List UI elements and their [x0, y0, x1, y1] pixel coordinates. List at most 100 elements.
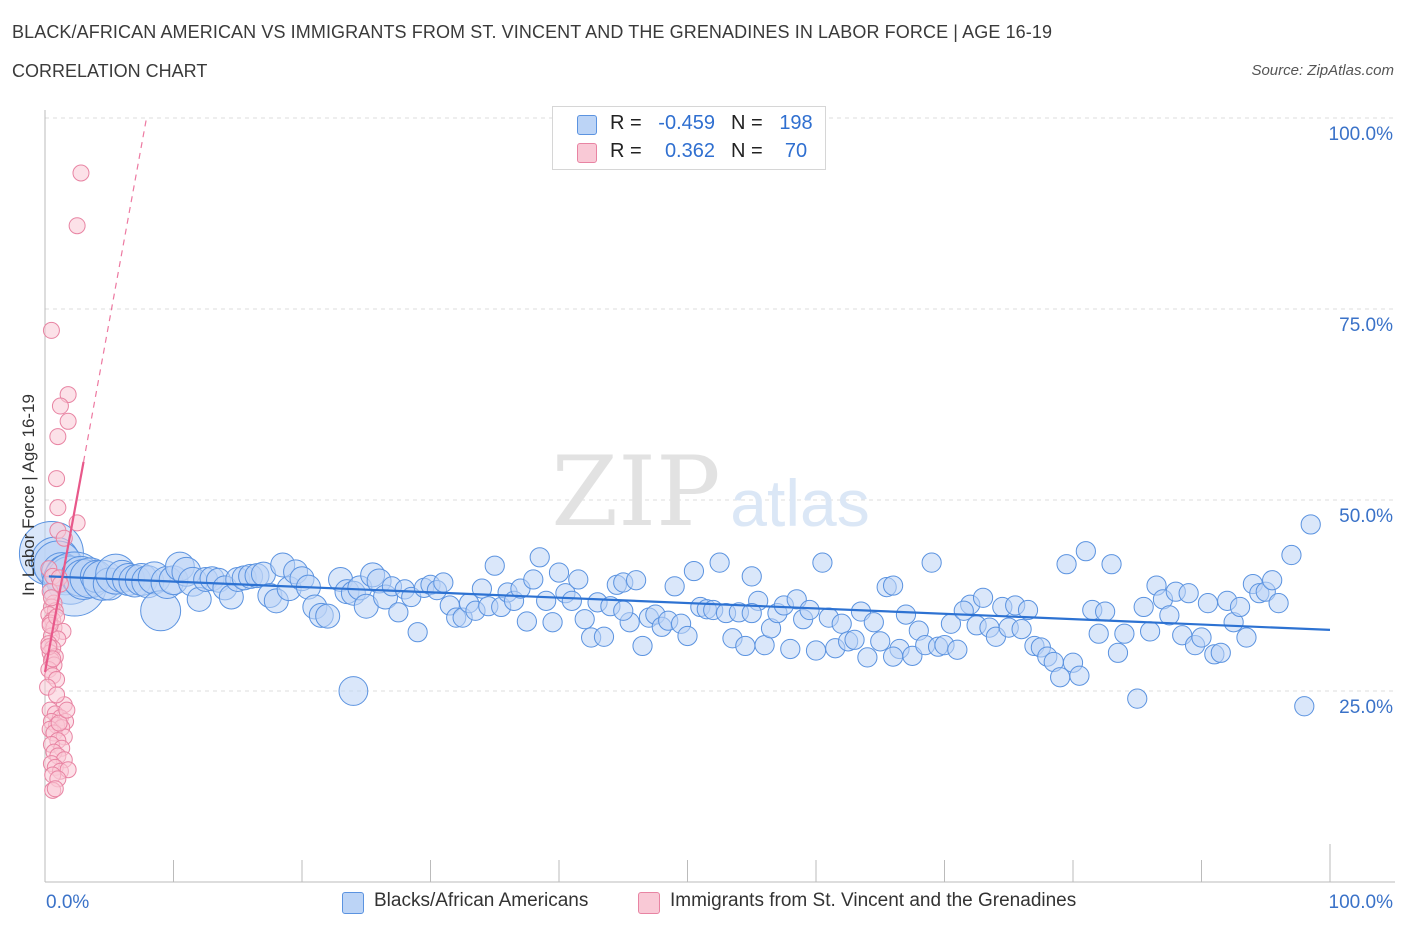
data-point-blue: [561, 590, 582, 611]
source-label: Source: ZipAtlas.com: [1251, 62, 1394, 79]
data-point-blue: [741, 602, 762, 624]
chart-subtitle: CORRELATION CHART: [12, 61, 208, 81]
data-point-blue: [1229, 596, 1251, 618]
data-point-blue: [613, 600, 634, 621]
data-point-blue: [1262, 570, 1283, 591]
data-point-blue: [972, 587, 994, 608]
data-point-blue: [1127, 688, 1148, 709]
data-point-blue: [529, 547, 550, 568]
data-point-blue: [388, 602, 409, 623]
data-point-blue: [1294, 696, 1315, 717]
watermark-atlas: atlas: [730, 466, 869, 540]
trend-line-pink: [43, 461, 85, 673]
data-point-blue: [947, 639, 968, 660]
data-point-blue: [844, 629, 865, 650]
data-point-blue: [1133, 596, 1154, 618]
data-point-blue: [1268, 593, 1289, 614]
data-point-blue: [1197, 593, 1219, 614]
legend-r-label: R =: [610, 140, 642, 162]
data-point-blue: [883, 575, 904, 596]
data-point-blue: [1178, 583, 1199, 604]
y-tick-label: 100.0%: [1329, 124, 1394, 145]
data-point-blue: [799, 599, 820, 621]
trend-line-pink-extension: [82, 117, 148, 462]
data-point-blue: [1075, 541, 1096, 562]
legend-n-label: N =: [731, 140, 763, 162]
correlation-legend: R = -0.459 N = 198 R = 0.362 N = 70: [552, 106, 826, 170]
trend-lines: [43, 117, 1331, 673]
data-point-blue: [1210, 642, 1231, 663]
series-pink-points: [39, 164, 90, 799]
y-axis-label: In Labor Force | Age 16-19: [19, 394, 38, 596]
data-point-blue: [626, 570, 647, 591]
data-point-blue: [831, 613, 852, 634]
chart-title: BLACK/AFRICAN AMERICAN VS IMMIGRANTS FRO…: [12, 22, 1053, 42]
watermark: ZIP atlas: [551, 436, 869, 548]
data-point-blue: [1011, 619, 1032, 640]
data-point-blue: [484, 555, 505, 576]
data-point-pink: [48, 470, 66, 488]
data-point-blue: [921, 552, 942, 573]
data-point-blue: [895, 604, 917, 625]
data-point-blue: [1300, 514, 1321, 535]
data-point-pink: [59, 412, 77, 430]
data-point-blue: [407, 622, 428, 643]
data-point-pink: [48, 686, 66, 704]
x-tick-label: 100.0%: [1329, 892, 1394, 913]
data-point-blue: [1017, 599, 1039, 621]
data-point-pink: [72, 164, 90, 182]
data-point-blue: [683, 560, 705, 582]
data-point-pink: [49, 428, 67, 446]
data-point-blue: [593, 626, 615, 647]
data-point-blue: [542, 612, 563, 633]
data-point-pink: [51, 397, 69, 415]
axes: [44, 110, 1395, 883]
bottom-legend-label-blue: Blacks/African Americans: [374, 890, 589, 911]
data-point-blue: [536, 590, 557, 611]
bottom-legend-label-pink: Immigrants from St. Vincent and the Gren…: [670, 890, 1077, 911]
data-point-pink: [58, 701, 76, 719]
data-point-blue: [709, 552, 730, 573]
data-point-blue: [1191, 627, 1212, 648]
data-point-blue: [632, 635, 653, 657]
data-point-blue: [953, 600, 974, 621]
legend-r-label: R =: [610, 112, 642, 134]
data-point-blue: [857, 647, 878, 668]
legend-swatch-blue: [577, 115, 597, 135]
data-point-blue: [1159, 605, 1180, 626]
data-point-blue: [1095, 601, 1116, 622]
data-point-blue: [741, 566, 762, 587]
data-point-blue: [863, 612, 884, 633]
bottom-legend-swatch-pink: [638, 892, 660, 914]
data-point-blue: [516, 611, 537, 632]
data-point-pink: [42, 321, 60, 339]
trend-line-blue: [48, 575, 1331, 631]
data-point-blue: [338, 676, 369, 706]
data-point-blue: [870, 631, 891, 652]
data-point-blue: [1236, 627, 1257, 648]
data-point-blue: [883, 646, 904, 667]
data-point-blue: [664, 576, 685, 597]
data-point-blue: [548, 562, 570, 583]
data-point-blue: [523, 569, 544, 590]
data-point-pink: [49, 499, 67, 517]
data-point-blue: [805, 640, 827, 661]
legend-r-value-blue: -0.459: [658, 112, 715, 134]
legend-n-value-pink: 70: [784, 140, 808, 162]
y-tick-label: 75.0%: [1339, 315, 1393, 336]
data-point-blue: [568, 569, 589, 590]
data-point-blue: [735, 635, 756, 657]
data-point-blue: [1140, 621, 1161, 642]
data-point-blue: [677, 625, 698, 647]
y-tick-label: 25.0%: [1339, 697, 1393, 718]
data-point-blue: [1088, 623, 1109, 644]
data-point-blue: [1107, 642, 1129, 663]
y-tick-label: 50.0%: [1339, 506, 1393, 527]
data-point-blue: [780, 638, 801, 660]
data-point-blue: [433, 572, 454, 593]
data-point-blue: [1101, 554, 1122, 575]
data-point-pink: [50, 714, 68, 732]
data-point-pink: [68, 217, 86, 235]
data-point-pink: [46, 780, 64, 798]
